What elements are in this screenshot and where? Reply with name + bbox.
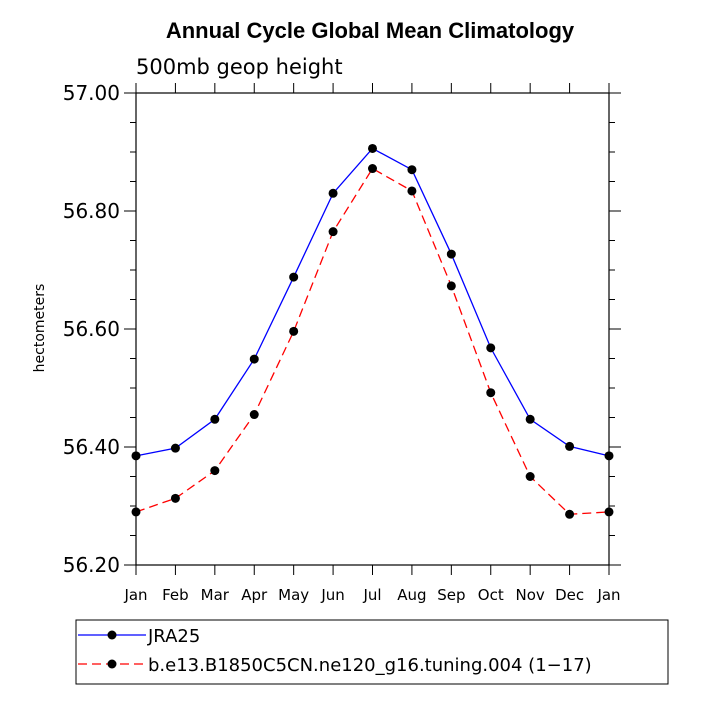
legend-box [75, 619, 669, 685]
data-point-1 [486, 388, 496, 398]
legend-label-model: b.e13.B1850C5CN.ne120_g16.tuning.004 (1−… [148, 655, 592, 676]
chart-title: Annual Cycle Global Mean Climatology [166, 18, 575, 43]
x-tick-label: Jan [596, 586, 620, 604]
data-point-1 [131, 507, 141, 517]
data-point-1 [289, 326, 299, 336]
legend-marker-jra25 [107, 630, 117, 640]
data-point-1 [604, 507, 614, 517]
x-tick-label: Jul [362, 586, 381, 604]
x-tick-label: Mar [201, 586, 230, 604]
chart-subtitle: 500mb geop height [136, 55, 343, 79]
data-point-1 [446, 281, 456, 291]
data-point-0 [486, 343, 496, 353]
x-tick-label: Aug [397, 586, 426, 604]
legend: JRA25 b.e13.B1850C5CN.ne120_g16.tuning.0… [75, 619, 669, 685]
legend-marker-model [107, 659, 117, 669]
y-tick-label: 57.00 [63, 81, 120, 105]
data-point-0 [446, 249, 456, 259]
data-point-1 [170, 493, 180, 503]
x-tick-label: Sep [437, 586, 465, 604]
data-point-0 [249, 354, 259, 364]
plot-frame [135, 92, 610, 566]
series-line-1 [135, 167, 610, 515]
axes [135, 92, 610, 566]
data-point-1 [407, 186, 417, 196]
data-point-0 [289, 272, 299, 282]
data-point-0 [525, 414, 535, 424]
data-point-0 [604, 451, 614, 461]
data-point-0 [170, 443, 180, 453]
x-tick-label: Feb [162, 586, 189, 604]
x-tick-label: May [278, 586, 309, 604]
data-point-0 [210, 414, 220, 424]
x-tick-label: Apr [241, 586, 268, 604]
x-tick-label: Nov [516, 586, 545, 604]
x-tick-label: Jan [123, 586, 147, 604]
y-tick-label: 56.40 [63, 435, 120, 459]
y-tick-label: 56.20 [63, 553, 120, 577]
data-point-0 [407, 165, 417, 175]
axis-ticks: 56.20 56.40 56.60 56.80 57.00 Jan Feb Mar Apr May… [63, 81, 621, 604]
data-point-0 [131, 451, 141, 461]
data-point-1 [249, 410, 259, 420]
data-point-1 [368, 164, 377, 174]
data-point-0 [368, 143, 377, 153]
y-tick-label: 56.60 [63, 317, 120, 341]
data-point-1 [328, 227, 338, 237]
data-point-0 [565, 441, 575, 451]
legend-label-jra25: JRA25 [147, 626, 200, 647]
data-point-0 [328, 188, 338, 198]
data-point-1 [525, 472, 535, 481]
x-tick-label: Jun [320, 586, 344, 604]
x-tick-label: Dec [555, 586, 584, 604]
series-line-0 [135, 147, 610, 457]
data-point-1 [565, 509, 575, 519]
x-tick-label: Oct [478, 586, 504, 604]
series-layer [131, 143, 614, 519]
data-point-1 [210, 466, 220, 476]
y-tick-label: 56.80 [63, 199, 120, 223]
y-axis-label: hectometers [32, 284, 48, 373]
